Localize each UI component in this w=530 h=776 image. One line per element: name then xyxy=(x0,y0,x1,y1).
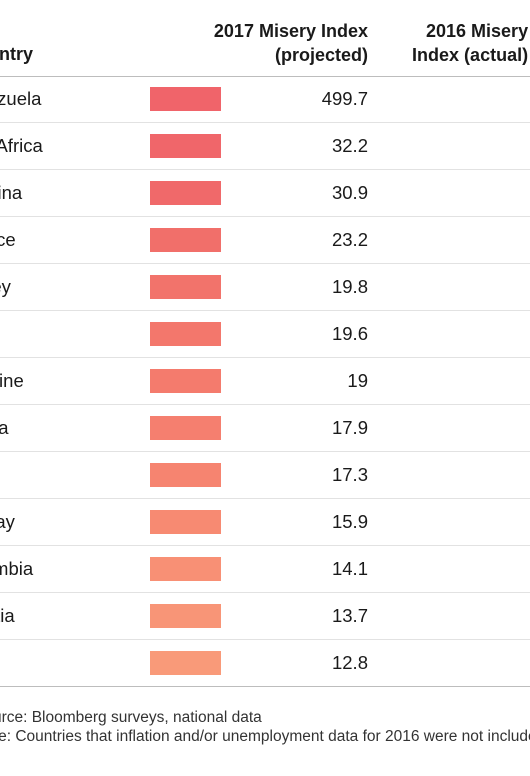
column-header-2016-line2: Index (actual) xyxy=(412,45,529,65)
country-cell: Uruguay xyxy=(0,511,15,532)
table-row: Venezuela 499.7 xyxy=(0,76,530,123)
value-2017-cell: 14.1 xyxy=(331,558,368,579)
value-2017-cell: 19.6 xyxy=(331,323,368,344)
column-header-country: Country xyxy=(0,44,33,64)
value-2016-cell: 22. xyxy=(434,217,530,263)
column-header-2017-line1: 2017 Misery Index xyxy=(213,21,368,41)
table-row: Serbia 17.9 xyxy=(0,405,530,452)
table-row: Uruguay 15.9 17. xyxy=(0,499,530,546)
value-2017-cell: 13.7 xyxy=(331,605,368,626)
value-2017-cell: 15.9 xyxy=(331,511,368,532)
value-2016-cell: 16. xyxy=(434,546,530,592)
value-2016-cell xyxy=(434,405,530,451)
table-row: Greece 23.2 22. xyxy=(0,217,530,264)
value-2016-cell xyxy=(434,76,530,122)
color-swatch-bar xyxy=(150,557,221,581)
table-row: Brazil 17.3 16. xyxy=(0,452,530,499)
country-cell: South Africa xyxy=(0,135,43,156)
value-2016-cell: 18. xyxy=(434,264,530,310)
table-row: Ukraine 19 24. xyxy=(0,358,530,405)
color-swatch-bar xyxy=(150,651,221,675)
color-swatch-bar xyxy=(150,275,221,299)
value-2017-cell: 17.9 xyxy=(331,417,368,438)
color-swatch-bar xyxy=(150,87,221,111)
footnote: Source: Bloomberg surveys, national data… xyxy=(0,708,530,746)
country-cell: Turkey xyxy=(0,276,11,297)
color-swatch-bar xyxy=(150,369,221,393)
color-swatch-bar xyxy=(150,463,221,487)
value-2017-cell: 32.2 xyxy=(331,135,368,156)
value-2017-cell: 23.2 xyxy=(331,229,368,250)
country-cell: Colombia xyxy=(0,558,34,579)
country-cell: Ukraine xyxy=(0,370,24,391)
country-cell: Italy xyxy=(0,640,155,686)
value-2017-cell: 17.3 xyxy=(331,464,368,485)
color-swatch-bar xyxy=(150,604,221,628)
table-row: Croatia 13.7 13. xyxy=(0,593,530,640)
value-2017-cell: 19 xyxy=(347,370,368,391)
table-row: Italy 12.8 11. xyxy=(0,640,530,687)
country-cell: Croatia xyxy=(0,605,15,626)
color-swatch-bar xyxy=(150,416,221,440)
value-2017-cell: 12.8 xyxy=(331,652,368,673)
table-header: Country 2017 Misery Index (projected) 20… xyxy=(0,0,530,77)
value-2016-cell: 16. xyxy=(434,452,530,498)
country-cell: Argentina xyxy=(0,182,23,203)
country-cell: Spain xyxy=(0,311,143,357)
color-swatch-bar xyxy=(150,510,221,534)
footnote-note: Note: Countries that inflation and/or un… xyxy=(0,728,530,745)
value-2016-cell: 50 xyxy=(434,170,530,216)
column-header-2016: 2016 Misery Index (actual) xyxy=(408,19,528,67)
country-cell: Venezuela xyxy=(0,88,42,109)
table-row: Spain 19.6 19. xyxy=(0,311,530,358)
column-header-2017: 2017 Misery Index (projected) xyxy=(214,19,368,67)
table-row: South Africa 32.2 33 xyxy=(0,123,530,170)
footnote-source: Source: Bloomberg surveys, national data xyxy=(0,709,262,726)
value-2016-cell: 19. xyxy=(434,311,530,357)
value-2017-cell: 499.7 xyxy=(321,88,368,109)
value-2016-cell: 13. xyxy=(434,593,530,639)
color-swatch-bar xyxy=(150,228,221,252)
table-row: Colombia 14.1 16. xyxy=(0,546,530,593)
country-cell: Greece xyxy=(0,229,16,250)
value-2016-cell: 11. xyxy=(434,640,530,686)
value-2016-cell: 24. xyxy=(434,358,530,404)
country-cell: Brazil xyxy=(0,452,155,498)
color-swatch-bar xyxy=(150,181,221,205)
table-row: Turkey 19.8 18. xyxy=(0,264,530,311)
column-header-2016-line1: 2016 Misery xyxy=(426,21,529,41)
table-body: Venezuela499.7South Africa32.233Argentin… xyxy=(0,76,530,687)
value-2016-cell: 17. xyxy=(434,499,530,545)
value-2017-cell: 30.9 xyxy=(331,182,368,203)
value-2016-cell: 33 xyxy=(434,123,530,169)
color-swatch-bar xyxy=(150,134,221,158)
value-2017-cell: 19.8 xyxy=(331,276,368,297)
column-header-2017-line2: (projected) xyxy=(274,45,368,65)
table-row: Argentina 30.9 50 xyxy=(0,170,530,217)
color-swatch-bar xyxy=(150,322,221,346)
country-cell: Serbia xyxy=(0,417,9,438)
